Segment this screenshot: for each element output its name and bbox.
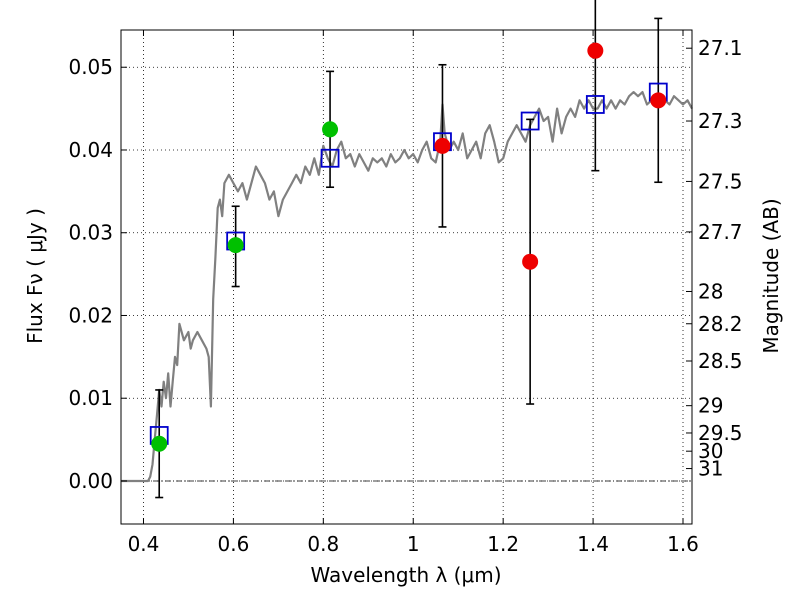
plot-frame bbox=[120, 29, 693, 525]
observed-points bbox=[151, 42, 667, 452]
y-tick-label: 0.02 bbox=[68, 303, 113, 327]
axis-ticks: 0.4 0.6 0.8 1 1.2 1.4 1.6 0.00 0.01 0.02 0.03 0.04 0… bbox=[68, 30, 743, 556]
observed-point bbox=[227, 237, 244, 254]
observed-point bbox=[151, 435, 168, 452]
x-axis-title: Wavelength λ (μm) bbox=[310, 563, 501, 587]
mag-tick-label: 27.5 bbox=[698, 169, 743, 193]
model-point-square bbox=[585, 95, 605, 114]
mag-tick-label: 31 bbox=[698, 457, 723, 481]
y-axis-title: Flux Fν ( μJy ) bbox=[23, 208, 47, 344]
y-tick-label: 0.03 bbox=[68, 221, 113, 245]
mag-tick-label: 28.2 bbox=[698, 312, 743, 336]
mag-tick-label: 27.7 bbox=[698, 220, 743, 244]
x-tick-label: 0.6 bbox=[217, 532, 249, 556]
x-tick-label: 1.4 bbox=[577, 532, 609, 556]
x-tick-label: 1.6 bbox=[667, 532, 699, 556]
observed-point bbox=[322, 121, 339, 138]
y-tick-label: 0.00 bbox=[68, 469, 113, 493]
mag-tick-label: 29.5 bbox=[698, 421, 743, 445]
mag-tick-label: 27.3 bbox=[698, 109, 743, 133]
observed-point bbox=[434, 137, 451, 154]
mag-tick-label: 28.5 bbox=[698, 349, 743, 373]
y2-axis-title: Magnitude (AB) bbox=[759, 198, 783, 353]
observed-point bbox=[522, 253, 539, 270]
observed-point bbox=[650, 92, 667, 109]
x-tick-label: 1.2 bbox=[487, 532, 519, 556]
mag-tick-label: 30 bbox=[698, 439, 723, 463]
observed-point bbox=[587, 42, 604, 59]
model-point-square bbox=[320, 148, 340, 168]
model-points bbox=[149, 82, 668, 445]
spectrum-line bbox=[121, 90, 693, 483]
model-spectrum bbox=[121, 90, 693, 483]
x-tick-label: 0.4 bbox=[128, 532, 160, 556]
mag-tick-label: 27.1 bbox=[698, 36, 743, 60]
x-tick-label: 1 bbox=[407, 532, 420, 556]
mag-tick-label: 29 bbox=[698, 394, 723, 418]
model-point-square bbox=[520, 111, 540, 131]
y-tick-label: 0.04 bbox=[68, 138, 113, 162]
y-tick-label: 0.01 bbox=[68, 386, 113, 410]
x-tick-label: 0.8 bbox=[307, 532, 339, 556]
grid-lines bbox=[121, 30, 692, 524]
mag-tick-label: 28 bbox=[698, 279, 723, 303]
y-tick-label: 0.05 bbox=[68, 55, 113, 79]
